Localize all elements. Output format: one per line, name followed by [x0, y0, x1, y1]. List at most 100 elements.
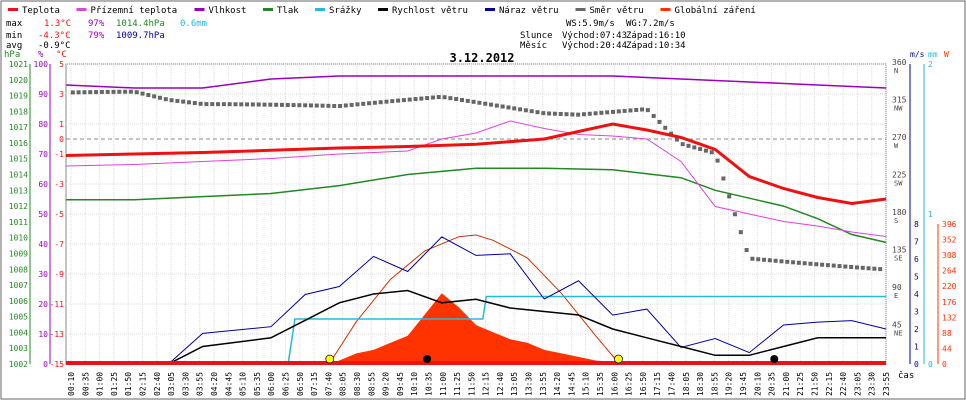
info-moon-rise: Východ:20:44: [562, 41, 627, 51]
series-wind-dir-point: [501, 105, 505, 109]
tick-radiation-0: 0: [942, 360, 947, 369]
tick-pressure-5: 1007: [9, 281, 28, 290]
series-wind-dir-point: [175, 99, 179, 103]
legend-swatch-5: [378, 8, 388, 11]
series-wind-dir-point: [350, 103, 354, 107]
series-wind-dir-point: [408, 98, 412, 102]
x-tick-16: 06:50: [296, 372, 305, 396]
series-wind-dir-point: [779, 259, 783, 263]
x-tick-43: 18:05: [682, 372, 691, 396]
x-tick-52: 21:50: [811, 372, 820, 396]
tick-pressure-15: 1017: [9, 123, 28, 132]
series-wind-dir-point: [855, 265, 859, 269]
tick-wind-0: 8: [914, 220, 919, 229]
tick-pressure-4: 1006: [9, 297, 28, 306]
series-wind-dir-point: [425, 96, 429, 100]
x-tick-13: 05:35: [253, 372, 262, 396]
series-wind-dir-point: [605, 110, 609, 114]
tick-humidity-8: 80: [38, 120, 48, 129]
tick-dir-name-1: E: [894, 292, 898, 300]
info-sun-set: Západ:16:10: [626, 31, 686, 41]
x-tick-28: 11:50: [467, 372, 476, 396]
tick-radiation-1: 44: [942, 344, 952, 353]
series-wind-dir-point: [838, 264, 842, 268]
x-tick-30: 12:40: [496, 372, 505, 396]
x-tick-37: 15:35: [596, 372, 605, 396]
axis-wind-unit: m/s: [910, 50, 925, 59]
tick-radiation-2: 88: [942, 329, 952, 338]
series-wind-dir-point: [443, 95, 447, 99]
tick-humidity-0: 0: [43, 360, 48, 369]
series-wind-dir-point: [541, 111, 545, 115]
tick-dir-val-7: 360: [892, 58, 907, 67]
axis-rain-unit: mm: [928, 50, 938, 59]
series-wind-dir-point: [762, 258, 766, 262]
stats-min-temp: -4.3°C: [38, 31, 71, 41]
weather-chart: Teplota Přízemní teplota Vlhkost Tlak Srážky…: [0, 0, 966, 400]
series-wind-dir-point: [617, 109, 621, 113]
series-wind-dir-point: [878, 267, 882, 271]
series-wind-dir-point: [82, 90, 86, 94]
tick-pressure-11: 1013: [9, 186, 28, 195]
sunrise-marker: [326, 355, 334, 363]
tick-wind-3: 5: [914, 273, 919, 282]
tick-temp-10: 3: [59, 90, 64, 99]
series-wind-dir-point: [321, 104, 325, 108]
x-tick-27: 11:25: [453, 372, 462, 396]
tick-dir-name-6: NW: [894, 105, 903, 113]
series-wind-dir-point: [768, 258, 772, 262]
series-wind-dir-point: [808, 262, 812, 266]
x-tick-45: 18:55: [710, 372, 719, 396]
tick-temp-9: 1: [59, 120, 64, 129]
series-wind-dir-point: [361, 102, 365, 106]
series-wind-dir-point: [803, 261, 807, 265]
legend-label-0: Teplota: [22, 6, 60, 16]
x-tick-2: 01:00: [96, 372, 105, 396]
tick-temp-4: -7: [54, 240, 64, 249]
series-wind-dir-point: [274, 103, 278, 107]
series-wind-dir-point: [117, 90, 121, 94]
series-wind-dir-point: [750, 257, 754, 261]
series-wind-dir-point: [344, 103, 348, 107]
legend-label-2: Vlhkost: [209, 6, 247, 16]
series-wind-dir-point: [512, 106, 516, 110]
tick-pressure-3: 1005: [9, 313, 28, 322]
moonset-marker: [423, 355, 431, 363]
tick-temp-11: 5: [59, 60, 64, 69]
series-wind-dir-point: [739, 230, 743, 234]
series-wind-dir-point: [326, 104, 330, 108]
x-tick-11: 04:45: [224, 372, 233, 396]
x-tick-5: 02:15: [138, 372, 147, 396]
series-wind-dir-point: [390, 99, 394, 103]
legend-swatch-4: [315, 8, 325, 11]
series-wind-dir-point: [367, 101, 371, 105]
tick-humidity-5: 50: [38, 210, 48, 219]
tick-pressure-13: 1015: [9, 155, 28, 164]
tick-dir-val-3: 180: [892, 208, 907, 217]
stats-max-label: max: [6, 19, 23, 29]
x-tick-38: 16:00: [610, 372, 619, 396]
series-wind-dir-point: [280, 103, 284, 107]
x-tick-21: 08:55: [367, 372, 376, 396]
x-axis-label: čas: [898, 370, 914, 381]
series-wind-dir-point: [204, 102, 208, 106]
x-tick-34: 14:20: [553, 372, 562, 396]
tick-humidity-6: 60: [38, 180, 48, 189]
series-wind-dir-point: [292, 103, 296, 107]
series-wind-dir-point: [716, 159, 720, 163]
tick-temp-6: -3: [54, 180, 64, 189]
x-tick-33: 13:55: [539, 372, 548, 396]
series-wind-dir-point: [867, 266, 871, 270]
legend-swatch-6: [485, 8, 495, 11]
x-tick-36: 15:10: [582, 372, 591, 396]
weather-chart-screen: Teplota Přízemní teplota Vlhkost Tlak Srážky…: [0, 0, 966, 400]
series-wind-dir-point: [506, 105, 510, 109]
series-wind-dir-point: [152, 94, 156, 98]
legend-label-3: Tlak: [277, 6, 299, 16]
x-tick-57: 23:55: [882, 372, 891, 396]
x-tick-7: 03:05: [167, 372, 176, 396]
tick-radiation-3: 132: [942, 313, 957, 322]
series-wind-dir-point: [832, 264, 836, 268]
tick-wind-8: 0: [914, 360, 919, 369]
series-wind-dir-point: [268, 103, 272, 107]
